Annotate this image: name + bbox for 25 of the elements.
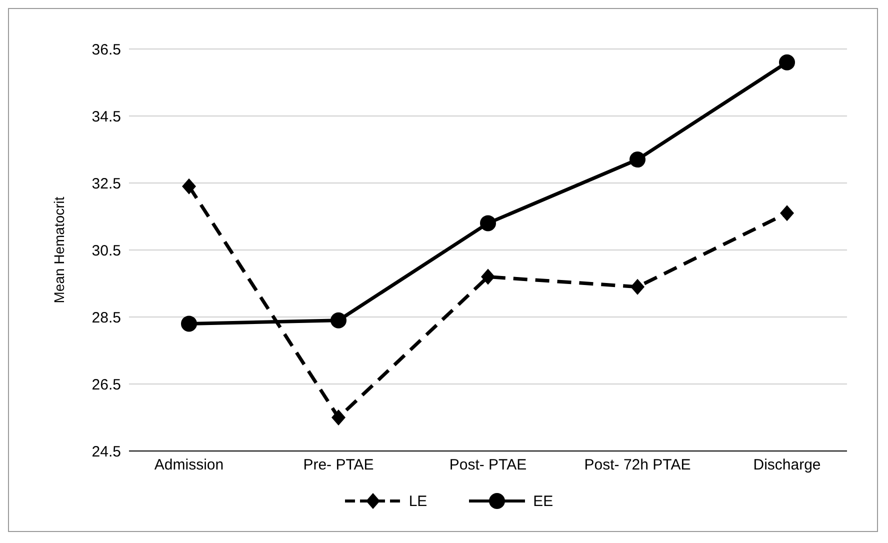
y-tick-label: 28.5 <box>92 309 121 326</box>
point <box>780 205 794 222</box>
y-tick-label: 24.5 <box>92 443 121 460</box>
point <box>630 152 646 168</box>
x-tick-label: Post- 72h PTAE <box>584 456 691 474</box>
y-tick-label: 36.5 <box>92 41 121 58</box>
legend-label: LE <box>408 492 428 510</box>
y-tick-label: 32.5 <box>92 175 121 192</box>
point <box>630 278 644 295</box>
y-tick-label: 34.5 <box>92 108 121 126</box>
legend-label: EE <box>533 492 554 510</box>
x-tick-label: Pre- PTAE <box>303 456 374 474</box>
point <box>182 178 196 194</box>
x-tick-label: Discharge <box>753 456 821 474</box>
x-tick-label: Post- PTAE <box>449 456 527 474</box>
point <box>481 268 495 285</box>
point <box>332 410 346 426</box>
point <box>330 312 346 328</box>
y-axis-title: Mean Hematocrit <box>50 196 67 304</box>
point <box>181 316 197 332</box>
x-tick-label: Admission <box>154 456 224 474</box>
y-tick-label: 30.5 <box>92 242 121 260</box>
y-tick-label: 26.5 <box>92 376 121 394</box>
point <box>480 215 496 232</box>
point <box>779 54 795 70</box>
